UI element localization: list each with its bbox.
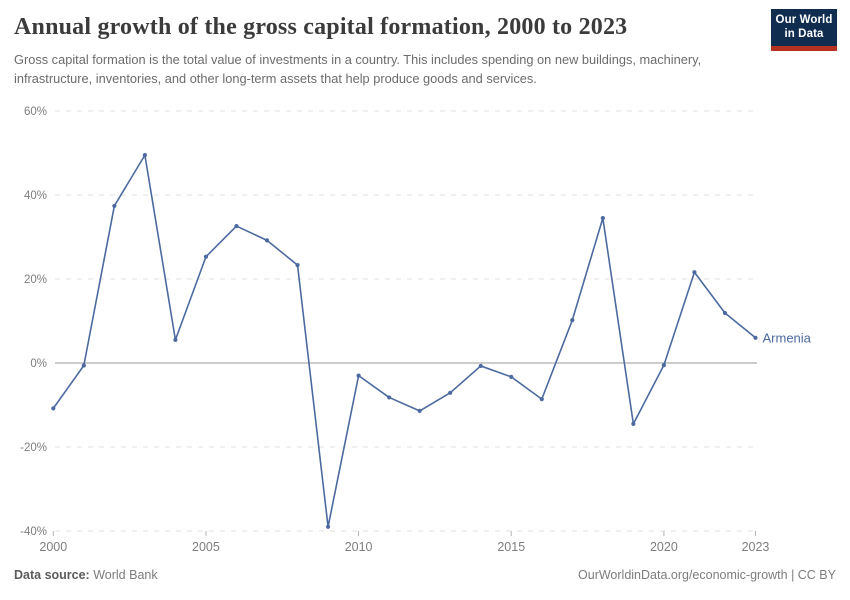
y-axis-tick-label: 20%	[24, 274, 47, 286]
data-point[interactable]	[753, 335, 758, 340]
data-point[interactable]	[81, 363, 86, 368]
data-point[interactable]	[509, 374, 514, 379]
owid-logo-line2: in Data	[784, 27, 824, 40]
owid-logo[interactable]: Our World in Data	[771, 9, 837, 51]
data-point[interactable]	[203, 254, 209, 259]
data-point[interactable]	[264, 238, 270, 243]
data-point[interactable]	[387, 395, 392, 400]
y-axis-tick-label: 40%	[24, 190, 47, 202]
x-axis-tick-label: 2000	[39, 540, 67, 554]
data-point[interactable]	[51, 406, 56, 411]
data-point[interactable]	[142, 153, 147, 158]
data-point[interactable]	[570, 318, 575, 323]
data-point[interactable]	[234, 223, 239, 229]
line-chart: 60% 40% 20% 0% -20% -40% 2000 2005 2010 2015 2020 2…	[20, 106, 812, 554]
chart-subtitle: Gross capital formation is the total val…	[14, 52, 702, 87]
owid-url-link[interactable]: OurWorldinData.org/economic-growth | CC …	[578, 568, 836, 582]
series-end-label[interactable]: Armenia	[762, 330, 811, 345]
data-source-value: World Bank	[93, 568, 158, 582]
data-point[interactable]	[448, 390, 453, 395]
x-axis-tick-label: 2020	[650, 540, 678, 554]
data-point[interactable]	[600, 216, 605, 221]
data-point[interactable]	[722, 310, 728, 316]
data-point[interactable]	[356, 373, 361, 378]
data-point[interactable]	[661, 363, 667, 368]
page-title: Annual growth of the gross capital forma…	[14, 14, 628, 40]
data-point[interactable]	[325, 524, 331, 529]
data-point[interactable]	[112, 203, 117, 209]
data-point[interactable]	[631, 421, 636, 426]
x-axis-tick-label: 2015	[497, 540, 525, 554]
y-axis-tick-label: 0%	[30, 358, 47, 370]
x-axis-tick-label: 2005	[192, 540, 220, 554]
data-source-label: Data source:	[14, 568, 90, 582]
chart-footer: Data source: World Bank OurWorldinData.o…	[14, 568, 836, 582]
data-point[interactable]	[295, 263, 300, 268]
y-axis-tick-label: -20%	[20, 442, 47, 454]
data-point[interactable]	[478, 363, 483, 369]
x-axis-tick-label: 2010	[345, 540, 373, 554]
data-point[interactable]	[417, 408, 422, 413]
chart-header: Annual growth of the gross capital forma…	[14, 14, 760, 88]
owid-logo-line1: Our World	[775, 14, 833, 27]
data-point[interactable]	[539, 397, 544, 402]
data-point[interactable]	[692, 270, 697, 275]
data-source: Data source: World Bank	[14, 568, 158, 582]
y-axis-tick-label: 60%	[24, 106, 47, 118]
data-point[interactable]	[173, 337, 178, 342]
y-axis-tick-label: -40%	[20, 526, 47, 538]
series-line-armenia	[52, 154, 757, 528]
x-axis-tick-label: 2023	[742, 540, 770, 554]
